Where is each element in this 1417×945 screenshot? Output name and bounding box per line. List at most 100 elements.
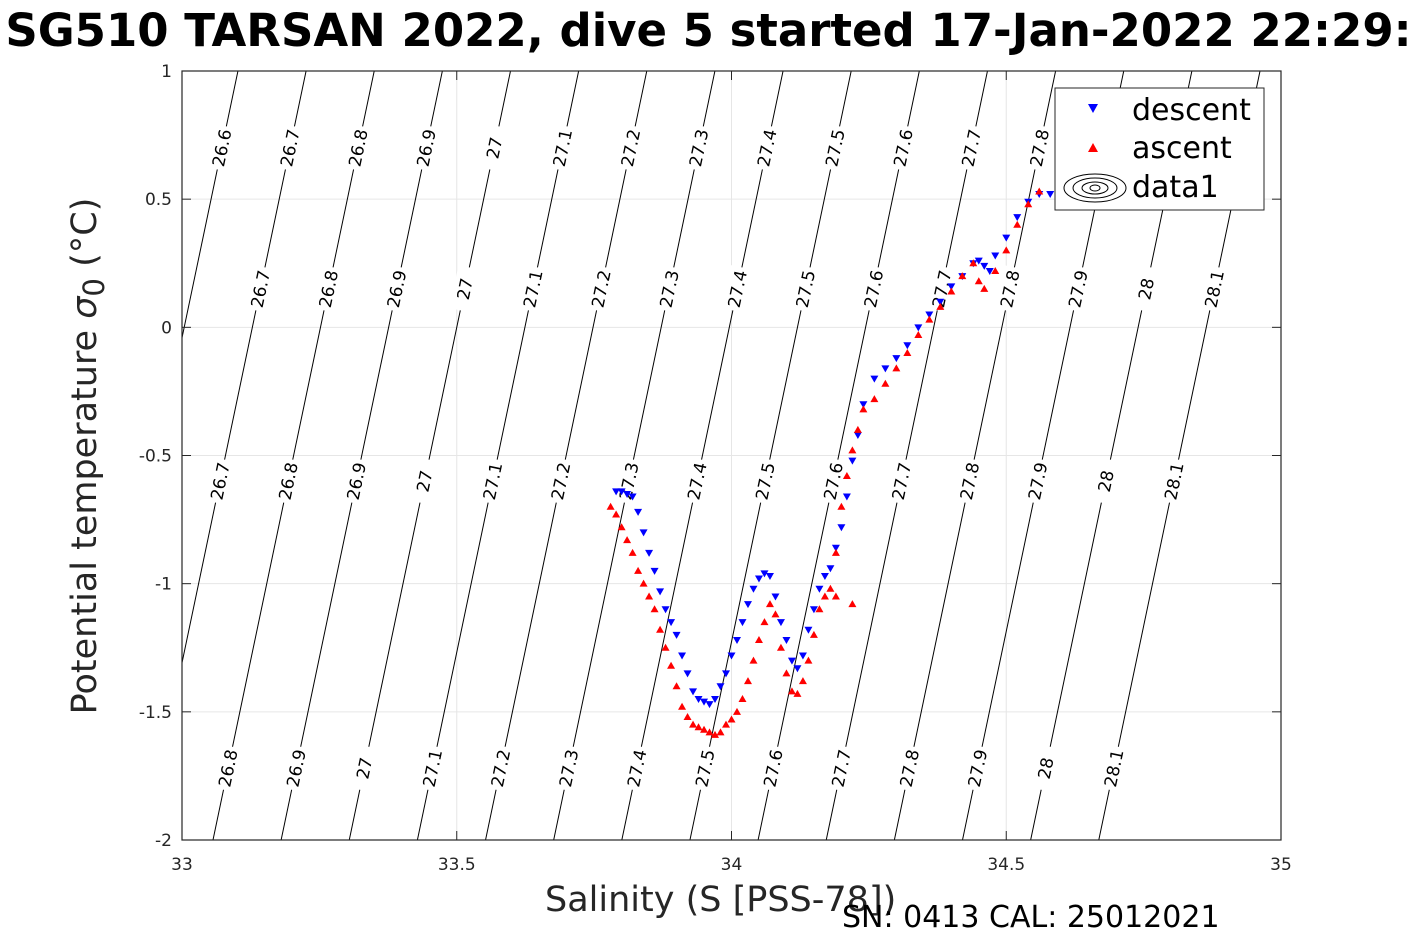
contour-label-background — [621, 744, 653, 793]
ascent-point — [606, 502, 615, 510]
x-axis-label: Salinity (S [PSS-78]) — [545, 880, 897, 920]
contour-label-background — [272, 457, 304, 505]
descent-point — [798, 652, 807, 660]
x-tick-label: 35 — [1270, 855, 1292, 875]
ascent-point — [903, 348, 912, 356]
contour-label-background — [1098, 744, 1130, 793]
ascent-point — [700, 725, 709, 733]
x-tick-label: 33.5 — [438, 855, 476, 875]
contour-label-background — [819, 124, 851, 172]
descent-point — [815, 585, 824, 593]
contour-label-background — [553, 744, 585, 793]
contour-label-background — [204, 457, 236, 505]
descent-point — [656, 588, 665, 596]
ascent-point — [754, 636, 763, 644]
ascent-point — [765, 600, 774, 608]
contour-label-background — [517, 265, 549, 313]
descent-point — [782, 637, 791, 645]
contour-label-background — [349, 744, 380, 793]
descent-point — [749, 585, 758, 593]
ascent-point — [815, 605, 824, 613]
legend-ascent-marker — [1088, 143, 1098, 152]
ascent-point — [738, 695, 747, 703]
legend-data1-label: data1 — [1132, 170, 1219, 205]
contour-label-background — [313, 265, 344, 313]
ascent-point — [787, 687, 796, 695]
contour-label-background — [722, 265, 753, 313]
x-tick-label: 33 — [171, 855, 193, 875]
contour-label-background — [749, 457, 781, 505]
ascent-point — [782, 669, 791, 677]
descent-point — [678, 652, 687, 660]
y-tick-label: -0.5 — [139, 447, 172, 467]
ascent-point — [809, 630, 818, 638]
ascent-point — [881, 379, 890, 387]
contour-label-background — [545, 457, 577, 505]
descent-point — [787, 657, 796, 665]
descent-point — [892, 355, 901, 363]
descent-point — [1002, 234, 1011, 242]
contour-label-background — [954, 457, 985, 505]
contour-label-background — [1158, 457, 1190, 505]
descent-point — [689, 688, 698, 696]
descent-point — [672, 631, 681, 639]
x-tick-label: 34.5 — [987, 855, 1025, 875]
contour-label-background — [615, 124, 646, 172]
descent-point — [754, 575, 763, 583]
ascent-point — [689, 720, 698, 728]
descent-point — [936, 298, 945, 306]
y-tick-label: 0.5 — [145, 190, 172, 210]
y-tick-label: 1 — [161, 62, 172, 82]
ascent-point — [661, 643, 670, 651]
ascent-point — [831, 548, 840, 556]
descent-point — [694, 696, 703, 704]
descent-point — [1046, 191, 1055, 199]
ascent-point — [743, 677, 752, 685]
descent-point — [727, 652, 736, 660]
descent-point — [760, 570, 769, 578]
contour-label: 27 — [353, 756, 377, 781]
ascent-point — [683, 712, 692, 720]
contour-label-background — [894, 744, 925, 793]
contour-label: 28 — [1035, 756, 1059, 781]
ascent-point — [705, 728, 714, 736]
ascent-point — [760, 618, 769, 626]
descent-point — [743, 601, 752, 609]
contour-label-background — [887, 124, 919, 172]
ascent-point — [980, 284, 989, 292]
legend-descent-label: descent — [1132, 93, 1251, 128]
contour-label-background — [479, 124, 510, 172]
ascent-point — [892, 364, 901, 372]
contour-label-background — [757, 744, 789, 793]
y-tick-label: -1.5 — [139, 703, 172, 723]
ascent-point — [771, 610, 780, 618]
descent-point — [711, 696, 720, 704]
ascent-point — [958, 272, 967, 280]
contour-label: 27 — [454, 276, 478, 301]
contour-label: 28 — [1135, 276, 1159, 301]
ascent-point — [722, 720, 731, 728]
descent-point — [1013, 214, 1022, 222]
ascent-point — [974, 277, 983, 285]
contour-label-background — [245, 265, 276, 313]
contour-label-background — [751, 124, 783, 172]
ascent-point — [853, 425, 862, 433]
y-axis-label: Potential temperature σ0 (°C) — [65, 198, 111, 715]
contour-label-background — [1024, 124, 1055, 172]
ascent-point — [650, 605, 659, 613]
contour-label-background — [818, 457, 849, 505]
ascent-point — [831, 592, 840, 600]
ascent-point — [667, 661, 676, 669]
contour-label-background — [1022, 457, 1054, 505]
contour-label-background — [956, 124, 987, 172]
calibration-footnote: SN: 0413 CAL: 25012021 — [842, 900, 1220, 935]
x-tick-label: 34 — [721, 855, 743, 875]
ascent-point — [628, 548, 637, 556]
descent-point — [848, 457, 857, 465]
descent-point — [974, 257, 983, 265]
contour-label-background — [1030, 744, 1061, 793]
ascent-point — [804, 656, 813, 664]
descent-point — [771, 593, 780, 601]
y-axis-label-sub: 0 — [77, 278, 111, 297]
